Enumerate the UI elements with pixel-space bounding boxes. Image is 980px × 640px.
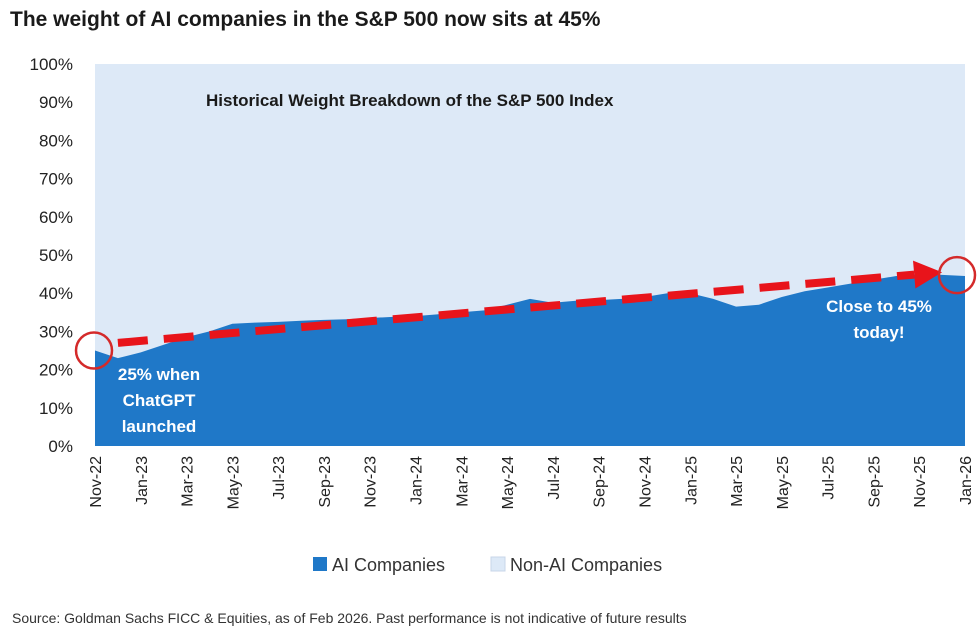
x-tick-label: May-24 — [500, 456, 517, 509]
y-tick-label: 90% — [39, 93, 73, 112]
y-tick-label: 20% — [39, 361, 73, 380]
chart-title: The weight of AI companies in the S&P 50… — [10, 8, 601, 31]
x-tick-label: Jan-25 — [683, 456, 700, 505]
x-tick-label: May-23 — [225, 456, 242, 509]
x-tick-label: Jan-26 — [958, 456, 975, 505]
x-tick-label: Mar-25 — [729, 456, 746, 507]
x-tick-label: Jul-25 — [821, 456, 838, 500]
x-tick-label: Nov-25 — [912, 456, 929, 508]
x-tick-label: Jan-24 — [409, 456, 426, 505]
annotation-start-text: 25% when — [118, 365, 200, 384]
x-tick-label: Sep-24 — [592, 456, 609, 508]
source-note: Source: Goldman Sachs FICC & Equities, a… — [12, 610, 687, 626]
y-tick-label: 100% — [30, 55, 73, 74]
annotation-end-text: today! — [854, 323, 905, 342]
x-axis: Nov-22 Jan-23 Mar-23 May-23 Jul-23 Sep-23 Nov-… — [88, 456, 975, 509]
x-tick-label: May-25 — [775, 456, 792, 509]
y-tick-label: 70% — [39, 170, 73, 189]
chart-inner-title: Historical Weight Breakdown of the S&P 5… — [206, 91, 614, 110]
x-tick-label: Jan-23 — [134, 456, 151, 505]
x-tick-label: Jul-23 — [271, 456, 288, 500]
plot-area — [95, 64, 965, 446]
legend-label-non-ai: Non-AI Companies — [510, 555, 662, 575]
x-tick-label: Jul-24 — [546, 456, 563, 500]
legend: AI Companies Non-AI Companies — [313, 555, 662, 575]
y-tick-label: 0% — [48, 437, 73, 456]
y-tick-label: 10% — [39, 399, 73, 418]
x-tick-label: Mar-23 — [180, 456, 197, 507]
annotation-start-text: launched — [122, 417, 197, 436]
trend-arrow-head — [913, 260, 943, 289]
y-tick-label: 30% — [39, 322, 73, 341]
y-tick-label: 60% — [39, 208, 73, 227]
y-tick-label: 50% — [39, 246, 73, 265]
x-tick-label: Mar-24 — [454, 456, 471, 507]
annotation-start-text: ChatGPT — [123, 391, 196, 410]
legend-label-ai: AI Companies — [332, 555, 445, 575]
x-tick-label: Sep-25 — [866, 456, 883, 508]
y-axis: 0% 10% 20% 30% 40% 50% 60% 70% 80% 90% 100% — [30, 55, 73, 456]
y-tick-label: 80% — [39, 131, 73, 150]
legend-swatch-ai — [313, 557, 327, 571]
annotation-circle-end — [937, 255, 977, 295]
annotation-circle-start — [74, 331, 114, 370]
series-ai-companies-area — [95, 274, 965, 446]
x-tick-label: Sep-23 — [317, 456, 334, 508]
y-tick-label: 40% — [39, 284, 73, 303]
x-tick-label: Nov-22 — [88, 456, 105, 508]
legend-swatch-non-ai — [490, 556, 506, 572]
x-tick-label: Nov-23 — [363, 456, 380, 508]
annotation-end-text: Close to 45% — [826, 297, 932, 316]
trend-arrow-line — [117, 270, 915, 347]
x-tick-label: Nov-24 — [637, 456, 654, 508]
annotations: 25% when ChatGPT launched Close to 45% today… — [74, 255, 977, 436]
